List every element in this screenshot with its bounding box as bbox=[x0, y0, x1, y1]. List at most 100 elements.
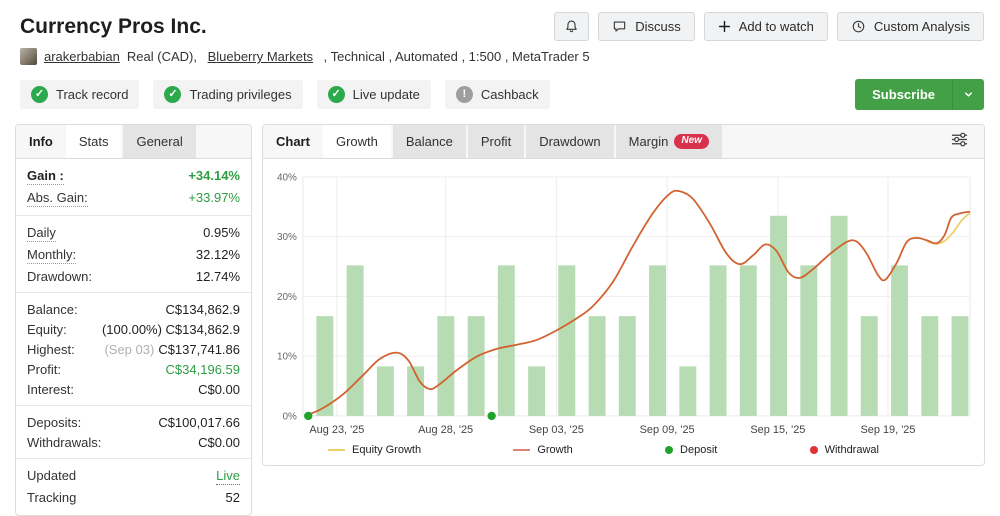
stat-group: Deposits: C$100,017.66 Withdrawals: C$0.00 bbox=[16, 405, 251, 455]
check-icon: ✓ bbox=[31, 86, 48, 103]
activity-bar bbox=[618, 316, 636, 416]
avatar bbox=[20, 48, 37, 65]
account-line: arakerbabian Real (CAD), Blueberry Marke… bbox=[0, 45, 1000, 71]
badge-trading-privileges: ✓ Trading privileges bbox=[153, 80, 303, 109]
stat-value-text: C$0.00 bbox=[198, 434, 240, 450]
activity-bar bbox=[739, 265, 757, 416]
stat-label[interactable]: Abs. Gain: bbox=[27, 189, 88, 207]
legend-item-equity-growth[interactable]: Equity Growth bbox=[328, 444, 421, 456]
stat-row: Drawdown: 12.74% bbox=[16, 266, 251, 286]
discuss-button[interactable]: Discuss bbox=[598, 12, 695, 41]
stat-row: Tracking 52 bbox=[16, 487, 251, 507]
broker-link[interactable]: Blueberry Markets bbox=[207, 49, 314, 64]
tab-balance[interactable]: Balance bbox=[390, 125, 466, 158]
check-icon: ✓ bbox=[327, 86, 345, 103]
tab-label: Stats bbox=[78, 134, 109, 149]
stat-value-text: 32.12% bbox=[195, 246, 240, 262]
legend-line-swatch bbox=[513, 448, 531, 451]
tab-profit[interactable]: Profit bbox=[465, 125, 525, 158]
legend-item-withdrawal[interactable]: Withdrawal bbox=[809, 444, 879, 456]
stat-label[interactable]: Gain : bbox=[27, 167, 64, 185]
x-tick-label: Sep 03, '25 bbox=[529, 424, 584, 436]
check-icon: ✓ bbox=[164, 86, 182, 103]
stat-label[interactable]: Monthly: bbox=[27, 246, 77, 264]
add-to-watch-button[interactable]: Add to watch bbox=[703, 12, 828, 41]
activity-bar bbox=[437, 316, 455, 416]
tab-label: Chart bbox=[276, 134, 310, 149]
legend-item-deposit[interactable]: Deposit bbox=[665, 444, 717, 456]
x-tick-label: Sep 09, '25 bbox=[640, 424, 695, 436]
activity-bar bbox=[860, 316, 878, 416]
badge-live-update: ✓ Live update bbox=[316, 80, 431, 109]
legend-dot-swatch bbox=[665, 445, 674, 454]
stat-row: Equity: (100.00%) C$134,862.9 bbox=[16, 319, 251, 339]
badge-label: Trading privileges bbox=[189, 87, 292, 102]
activity-bar bbox=[407, 366, 425, 416]
stat-value-text: C$134,862.9 bbox=[165, 301, 240, 317]
x-tick-label: Sep 19, '25 bbox=[860, 424, 915, 436]
tab-stats[interactable]: Stats bbox=[65, 125, 122, 158]
account-details-suffix: , Technical , Automated , 1:500 , MetaTr… bbox=[320, 49, 590, 64]
button-label: Discuss bbox=[635, 19, 681, 34]
activity-bar bbox=[558, 265, 576, 416]
badges: ✓ Track record ✓ Trading privileges ✓ Live up… bbox=[20, 80, 550, 109]
header-actions: Discuss Add to watch Custom Analysis bbox=[554, 12, 984, 41]
stat-row: Interest: C$0.00 bbox=[16, 379, 251, 399]
tab-chart[interactable]: Chart bbox=[263, 125, 323, 158]
activity-bar bbox=[800, 265, 818, 416]
badge-row: ✓ Track record ✓ Trading privileges ✓ Live up… bbox=[0, 71, 1000, 124]
legend-item-growth[interactable]: Growth bbox=[513, 443, 573, 456]
tab-info[interactable]: Info bbox=[16, 125, 66, 158]
stat-value-text: 52 bbox=[225, 489, 240, 505]
chat-icon bbox=[612, 19, 627, 34]
y-tick-label: 10% bbox=[277, 352, 297, 363]
subscribe-label: Subscribe bbox=[855, 79, 952, 110]
tab-margin[interactable]: Margin New bbox=[613, 125, 722, 158]
chart-settings-button[interactable] bbox=[935, 125, 984, 158]
plus-icon bbox=[718, 20, 731, 33]
page-header: Currency Pros Inc. Discuss Add to watch Cu… bbox=[0, 0, 1000, 45]
activity-bar bbox=[921, 316, 939, 416]
activity-bar bbox=[346, 265, 364, 416]
custom-analysis-button[interactable]: Custom Analysis bbox=[836, 12, 984, 41]
y-tick-label: 30% bbox=[277, 232, 297, 243]
tab-label: Margin bbox=[628, 134, 669, 149]
badge-label: Cashback bbox=[480, 87, 539, 102]
chart-panel-tabs: Chart Growth Balance Profit Drawdown Margin Ne… bbox=[263, 125, 984, 159]
username-link[interactable]: arakerbabian bbox=[44, 49, 120, 64]
notifications-button[interactable] bbox=[554, 12, 590, 41]
exclamation-icon: ! bbox=[455, 86, 473, 103]
badge-label: Live update bbox=[352, 87, 420, 102]
info-panel: Info Stats General Gain : +34.14% Abs. Gain:… bbox=[15, 124, 252, 516]
stat-label: Equity: bbox=[27, 321, 67, 337]
chevron-down-icon[interactable] bbox=[952, 79, 984, 110]
bell-icon bbox=[564, 19, 579, 34]
chart-panel: Chart Growth Balance Profit Drawdown Margin Ne… bbox=[262, 124, 985, 466]
subscribe-button[interactable]: Subscribe bbox=[855, 79, 984, 110]
stat-value[interactable]: Live bbox=[216, 468, 240, 485]
tab-general[interactable]: General bbox=[121, 125, 196, 158]
tab-label: Profit bbox=[480, 134, 512, 149]
stat-row: Profit: C$34,196.59 bbox=[16, 359, 251, 379]
stat-value: (Sep 03) C$137,741.86 bbox=[104, 342, 240, 357]
stat-value-text: C$34,196.59 bbox=[165, 361, 240, 377]
activity-bar bbox=[770, 215, 788, 416]
stat-row: Monthly: 32.12% bbox=[16, 244, 251, 266]
series-growth bbox=[307, 189, 971, 416]
tab-drawdown[interactable]: Drawdown bbox=[524, 125, 614, 158]
new-badge: New bbox=[674, 134, 709, 149]
stat-label[interactable]: Daily bbox=[27, 224, 56, 242]
legend-label: Equity Growth bbox=[352, 443, 422, 456]
tab-label: Drawdown bbox=[539, 134, 601, 149]
tab-growth[interactable]: Growth bbox=[322, 125, 391, 158]
deposit-marker bbox=[304, 411, 313, 421]
stat-value-text: 12.74% bbox=[195, 268, 240, 284]
stat-value-text: Live bbox=[216, 467, 240, 483]
legend-label: Growth bbox=[537, 443, 573, 456]
activity-bar bbox=[497, 265, 515, 416]
clock-icon bbox=[851, 19, 866, 34]
stat-row: Gain : +34.14% bbox=[16, 165, 251, 187]
badge-cashback: ! Cashback bbox=[444, 80, 550, 109]
info-panel-tabs: Info Stats General bbox=[16, 125, 251, 159]
stat-value: 52 bbox=[226, 490, 240, 505]
